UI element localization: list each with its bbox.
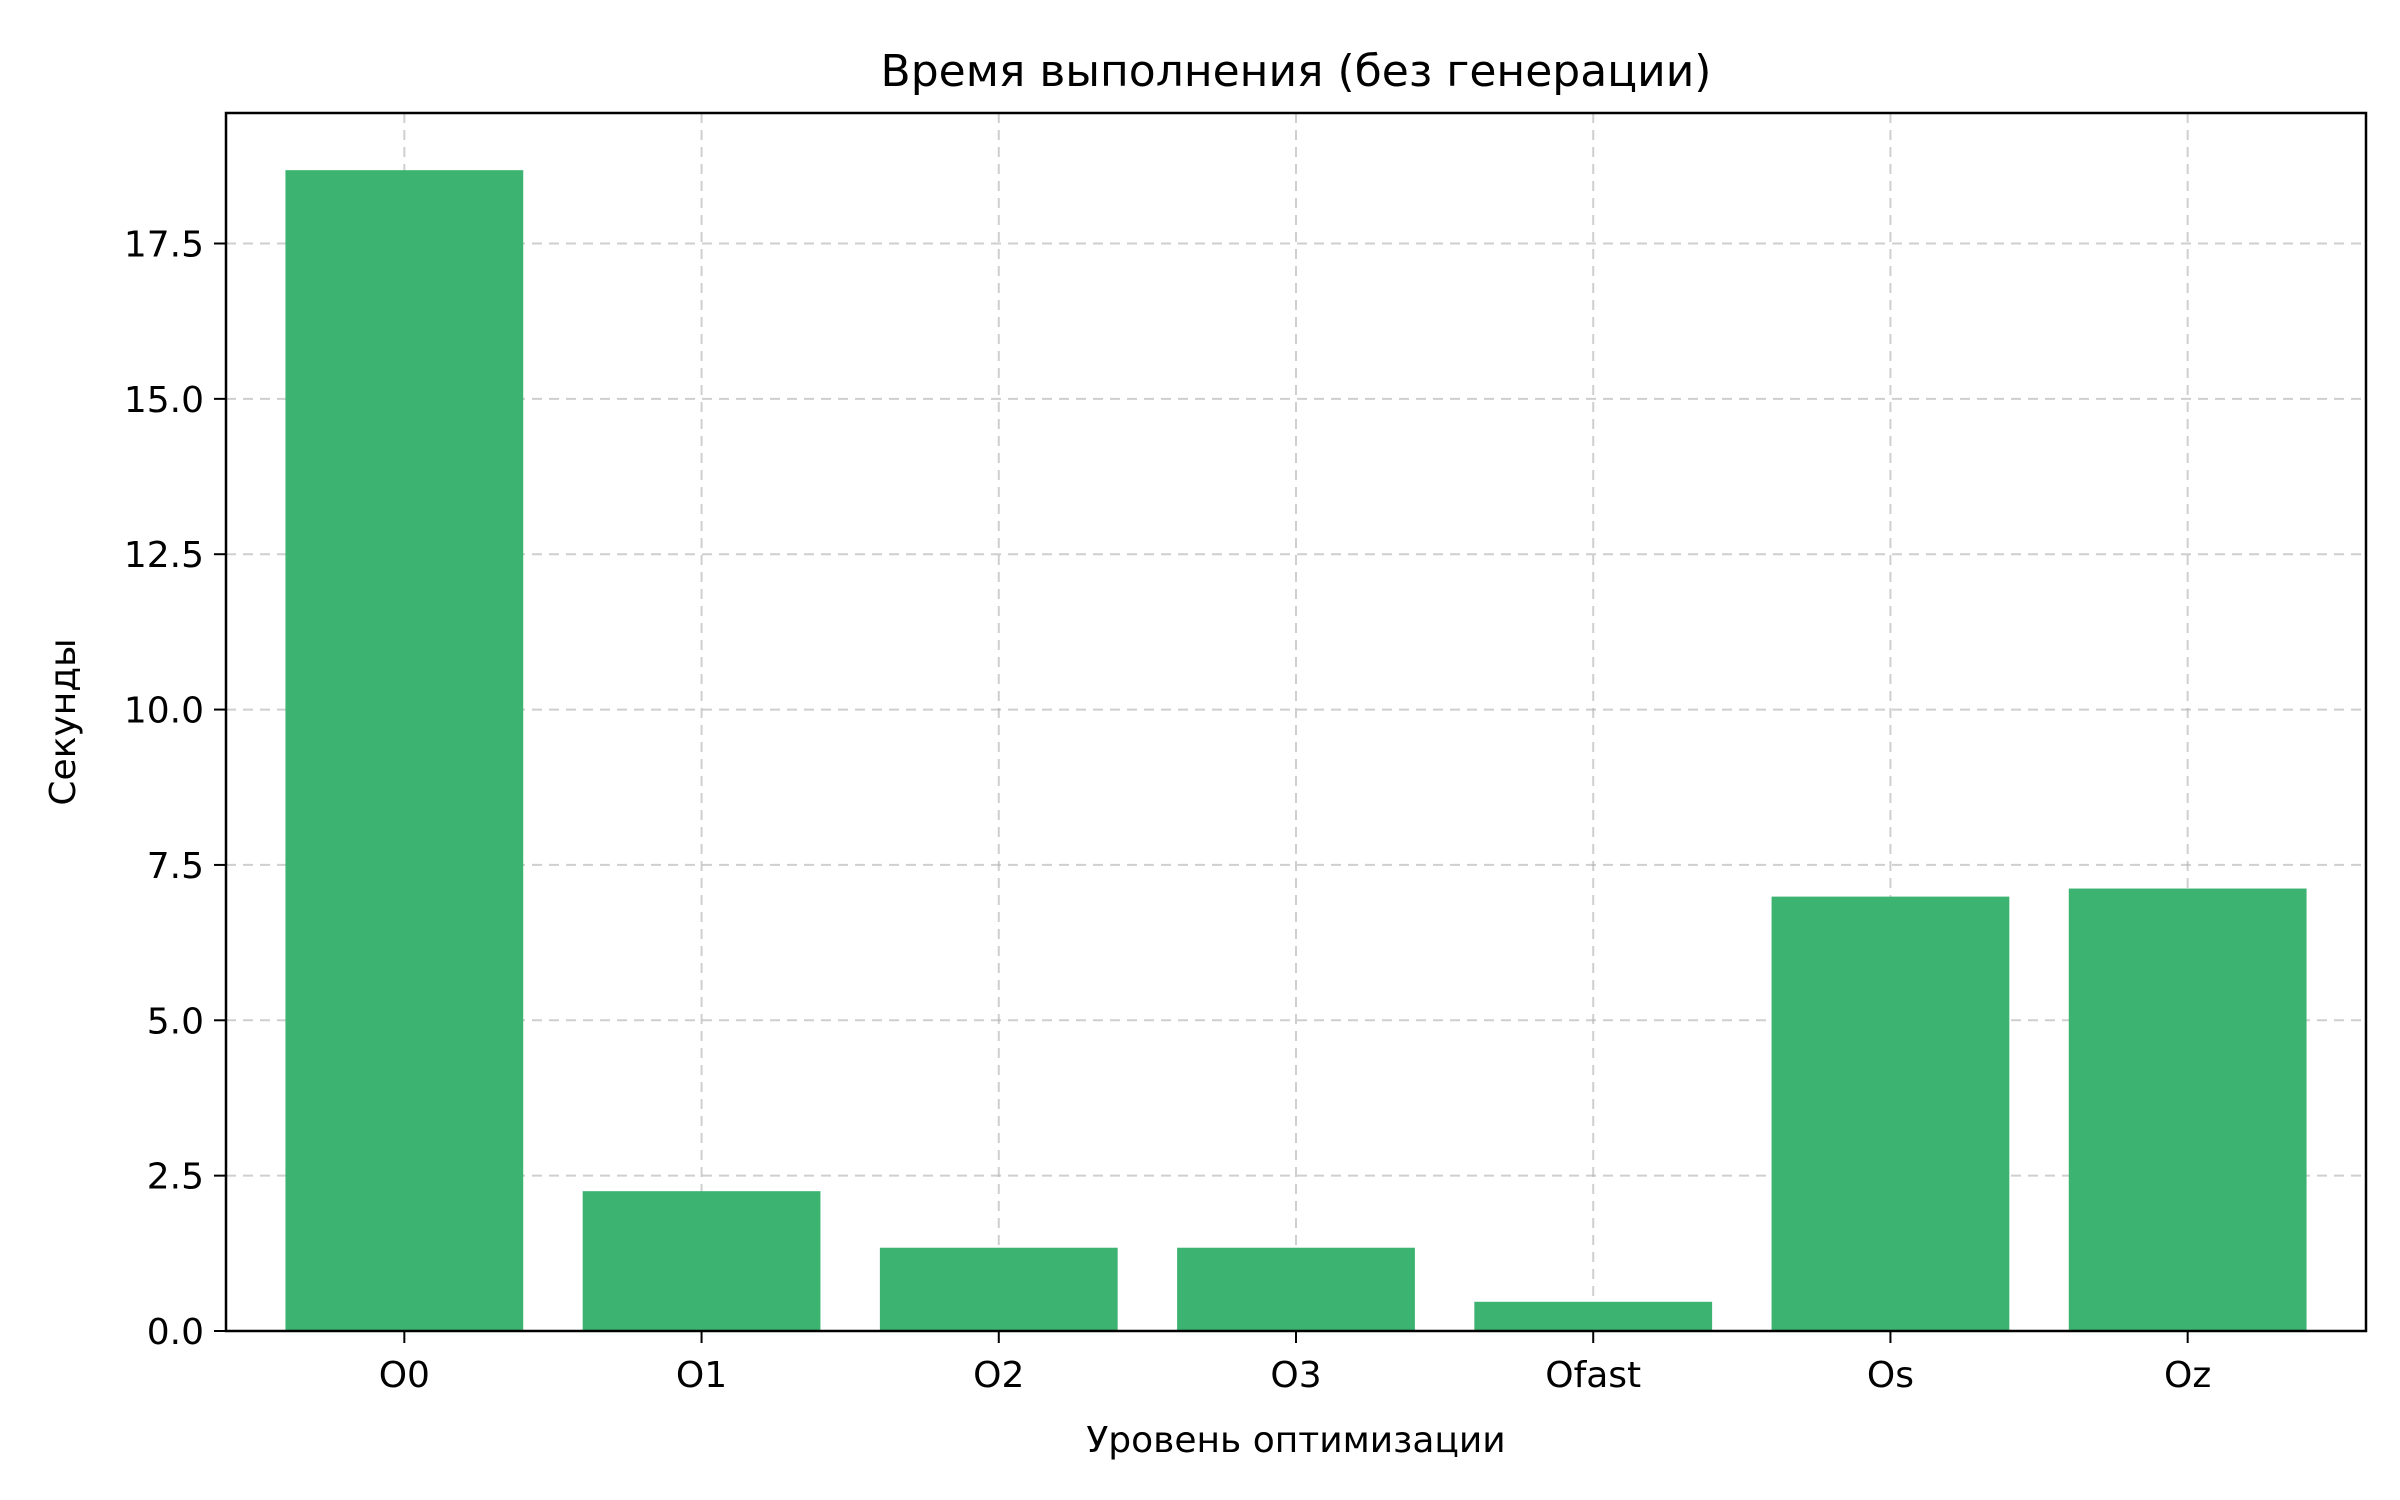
bar-O3 <box>1177 1247 1415 1331</box>
y-tick-label: 7.5 <box>147 846 204 887</box>
y-tick-label: 10.0 <box>124 691 204 732</box>
y-tick-label: 5.0 <box>147 1001 204 1042</box>
x-tick-label: O3 <box>1270 1355 1321 1396</box>
x-tick-label: O2 <box>973 1355 1024 1396</box>
bar-O0 <box>285 170 524 1332</box>
chart-title: Время выполнения (без генерации) <box>881 46 1712 97</box>
y-tick-label: 15.0 <box>124 380 204 421</box>
x-tick-label: O0 <box>379 1355 430 1396</box>
tick-layer: 0.0 2.5 5.0 7.5 10.0 12.5 15.0 17.5 O0 O1 O2 O3 Ofas… <box>124 225 2211 1397</box>
x-axis-label: Уровень оптимизации <box>1086 1420 1505 1461</box>
bar-O1 <box>582 1191 821 1331</box>
y-tick-label: 12.5 <box>124 535 204 576</box>
bar-layer <box>285 170 2307 1332</box>
plot-frame <box>224 111 2368 1333</box>
x-tick-label: Ofast <box>1545 1355 1641 1396</box>
y-axis-label: Секунды <box>43 638 84 805</box>
x-tick-label: Os <box>1867 1355 1914 1396</box>
y-tick-label: 2.5 <box>147 1157 204 1198</box>
y-tick-label: 17.5 <box>124 225 204 266</box>
bar-O2 <box>879 1247 1118 1331</box>
x-tick-label: Oz <box>2164 1355 2211 1396</box>
x-tick-label: O1 <box>676 1355 727 1396</box>
y-tick-label: 0.0 <box>147 1312 204 1353</box>
bar-Ofast <box>1474 1301 1713 1331</box>
bar-Oz <box>2068 888 2307 1331</box>
bar-Os <box>1771 896 2010 1331</box>
